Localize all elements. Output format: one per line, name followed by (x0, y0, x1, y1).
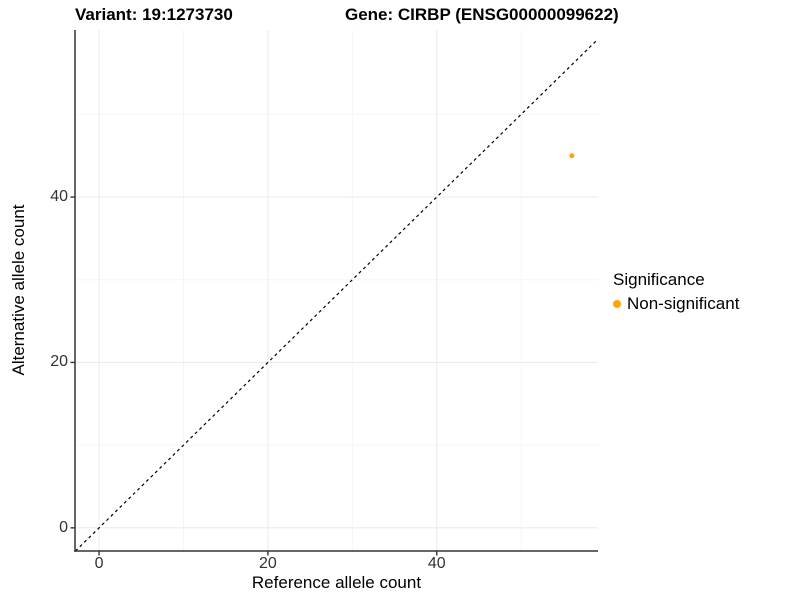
y-axis-title: Alternative allele count (9, 204, 28, 376)
variant-title: Variant: 19:1273730 (75, 5, 233, 24)
legend-title: Significance (613, 270, 705, 289)
legend: Significance Non-significant (613, 270, 739, 314)
data-point (569, 153, 575, 159)
x-axis-title: Reference allele count (251, 573, 422, 592)
y-tick-label: 20 (50, 353, 68, 371)
legend-point-icon (613, 300, 621, 308)
gene-title: Gene: CIRBP (ENSG00000099622) (345, 5, 619, 24)
legend-entry-label: Non-significant (627, 294, 740, 313)
legend-entry: Non-significant (613, 294, 739, 314)
x-tick-label: 40 (427, 555, 446, 572)
x-tick-label: 0 (94, 555, 104, 572)
identity-line (75, 38, 599, 552)
y-tick-label: 0 (59, 518, 68, 536)
y-tick-label: 40 (50, 188, 68, 206)
x-tick-label: 20 (259, 555, 277, 572)
